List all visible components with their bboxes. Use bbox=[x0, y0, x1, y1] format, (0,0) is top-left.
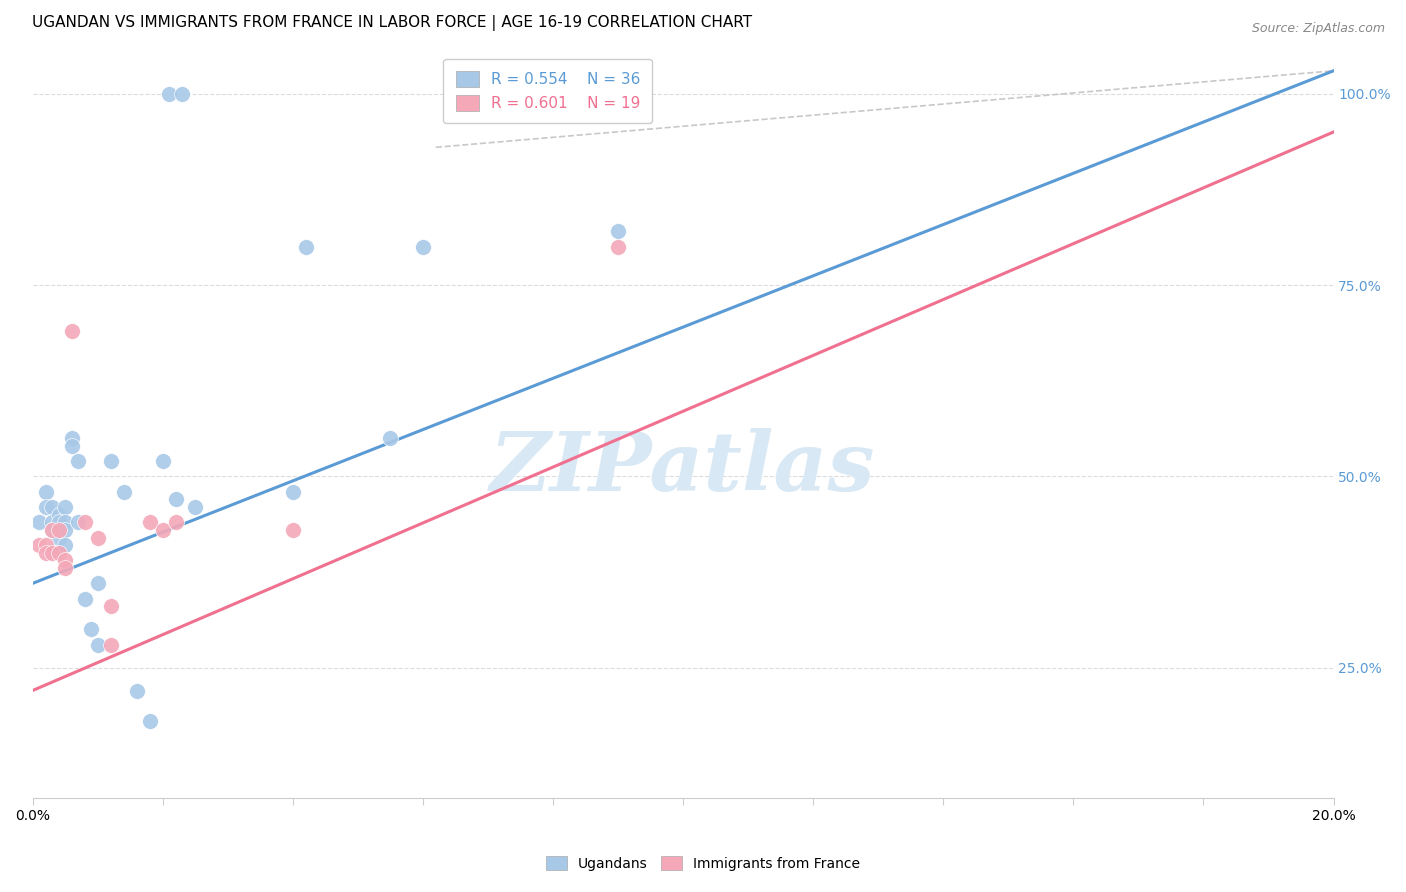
Point bbox=[380, 431, 402, 445]
Point bbox=[48, 546, 70, 560]
Point bbox=[152, 454, 174, 468]
Point bbox=[41, 523, 63, 537]
Point bbox=[165, 492, 187, 507]
Point bbox=[41, 523, 63, 537]
Point bbox=[41, 546, 63, 560]
Point bbox=[48, 531, 70, 545]
Point bbox=[86, 531, 108, 545]
Point bbox=[60, 439, 83, 453]
Point bbox=[60, 431, 83, 445]
Point bbox=[294, 240, 316, 254]
Point bbox=[80, 623, 103, 637]
Point bbox=[67, 515, 90, 529]
Point bbox=[100, 638, 122, 652]
Point bbox=[100, 454, 122, 468]
Point bbox=[48, 546, 70, 560]
Point bbox=[34, 546, 56, 560]
Text: UGANDAN VS IMMIGRANTS FROM FRANCE IN LABOR FORCE | AGE 16-19 CORRELATION CHART: UGANDAN VS IMMIGRANTS FROM FRANCE IN LAB… bbox=[32, 15, 752, 31]
Point bbox=[138, 515, 160, 529]
Point bbox=[48, 515, 70, 529]
Text: ZIPatlas: ZIPatlas bbox=[491, 428, 876, 508]
Point bbox=[73, 591, 96, 606]
Point bbox=[53, 561, 76, 575]
Legend: Ugandans, Immigrants from France: Ugandans, Immigrants from France bbox=[540, 850, 866, 876]
Point bbox=[34, 538, 56, 552]
Text: Source: ZipAtlas.com: Source: ZipAtlas.com bbox=[1251, 22, 1385, 36]
Point bbox=[34, 500, 56, 514]
Point bbox=[607, 240, 630, 254]
Point bbox=[41, 500, 63, 514]
Point bbox=[67, 454, 90, 468]
Point bbox=[152, 523, 174, 537]
Point bbox=[73, 515, 96, 529]
Point bbox=[607, 224, 630, 238]
Point bbox=[53, 553, 76, 567]
Point bbox=[165, 515, 187, 529]
Point bbox=[41, 515, 63, 529]
Point bbox=[28, 538, 51, 552]
Point bbox=[86, 638, 108, 652]
Point bbox=[184, 500, 207, 514]
Point bbox=[100, 599, 122, 614]
Point bbox=[48, 508, 70, 522]
Point bbox=[412, 240, 434, 254]
Point bbox=[86, 576, 108, 591]
Point bbox=[281, 523, 304, 537]
Point bbox=[281, 484, 304, 499]
Point bbox=[53, 515, 76, 529]
Point bbox=[125, 683, 148, 698]
Point bbox=[53, 500, 76, 514]
Point bbox=[28, 515, 51, 529]
Point bbox=[48, 523, 70, 537]
Point bbox=[60, 324, 83, 338]
Point bbox=[172, 87, 194, 101]
Point bbox=[53, 523, 76, 537]
Legend: R = 0.554    N = 36, R = 0.601    N = 19: R = 0.554 N = 36, R = 0.601 N = 19 bbox=[443, 59, 652, 123]
Point bbox=[138, 714, 160, 728]
Point bbox=[112, 484, 135, 499]
Point bbox=[34, 484, 56, 499]
Point bbox=[53, 538, 76, 552]
Point bbox=[157, 87, 180, 101]
